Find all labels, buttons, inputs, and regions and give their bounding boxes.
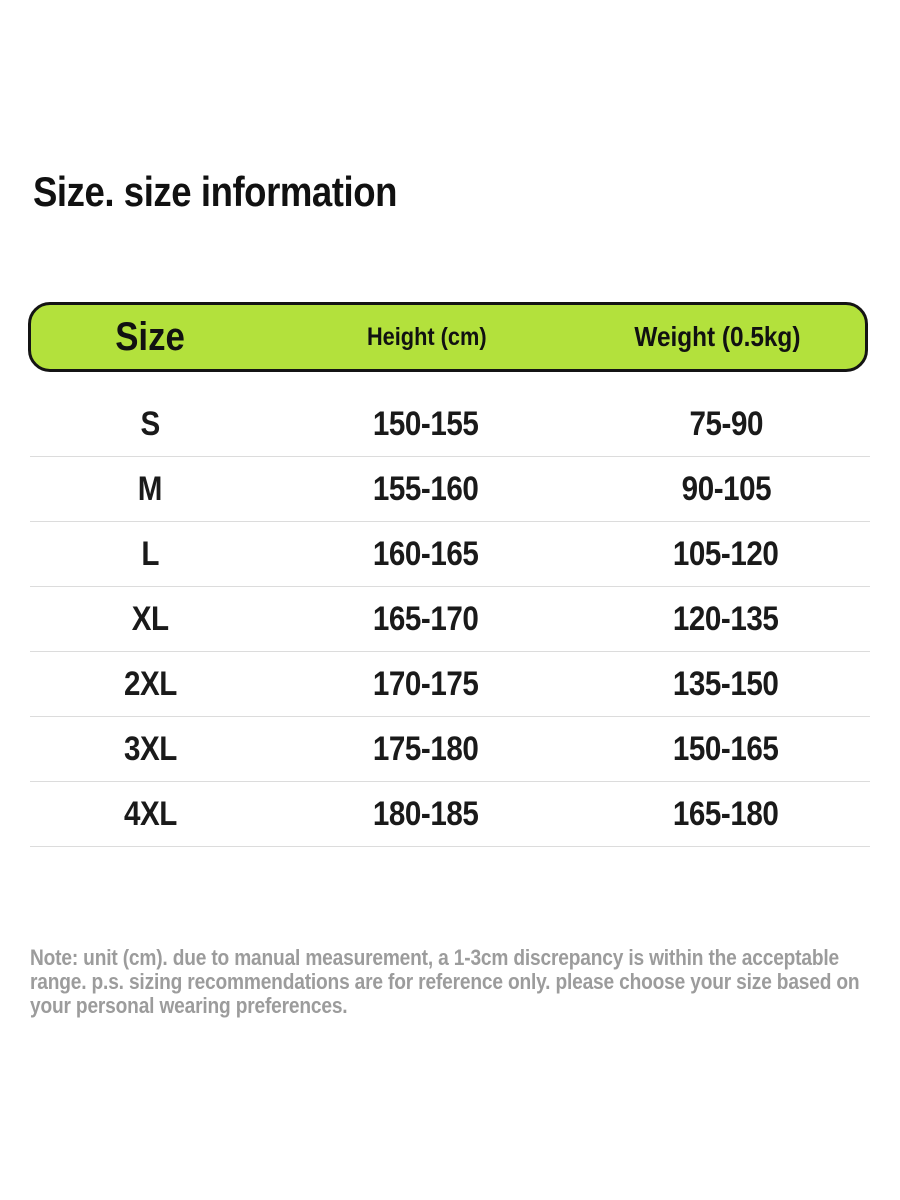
column-header-size-cell: Size [31, 315, 269, 360]
table-row: M 155-160 90-105 [30, 457, 870, 522]
weight-value: 120-135 [673, 599, 779, 638]
weight-cell: 90-105 [582, 457, 870, 521]
table-row: 2XL 170-175 135-150 [30, 652, 870, 717]
height-cell: 155-160 [270, 457, 582, 521]
weight-value: 105-120 [673, 534, 779, 573]
size-value: XL [131, 599, 169, 638]
weight-cell: 150-165 [582, 717, 870, 781]
table-row: 4XL 180-185 165-180 [30, 782, 870, 847]
size-value: 4XL [123, 794, 177, 833]
page-title: Size. size information [33, 168, 398, 215]
height-cell: 165-170 [270, 587, 582, 651]
size-cell: 3XL [30, 717, 270, 781]
column-header-weight: Weight (0.5kg) [633, 321, 801, 352]
table-row: XL 165-170 120-135 [30, 587, 870, 652]
height-value: 170-175 [373, 664, 479, 703]
table-row: 3XL 175-180 150-165 [30, 717, 870, 782]
size-cell: 2XL [30, 652, 270, 716]
weight-value: 150-165 [673, 729, 779, 768]
height-cell: 160-165 [270, 522, 582, 586]
table-header-bar: Size Height (cm) Weight (0.5kg) [28, 302, 868, 372]
weight-value: 90-105 [681, 469, 771, 508]
weight-cell: 120-135 [582, 587, 870, 651]
weight-value: 75-90 [689, 404, 763, 443]
table-row: L 160-165 105-120 [30, 522, 870, 587]
size-value: S [140, 404, 160, 443]
weight-cell: 75-90 [582, 392, 870, 456]
weight-value: 135-150 [673, 664, 779, 703]
height-cell: 150-155 [270, 392, 582, 456]
size-cell: S [30, 392, 270, 456]
weight-cell: 135-150 [582, 652, 870, 716]
height-value: 155-160 [373, 469, 479, 508]
weight-cell: 165-180 [582, 782, 870, 846]
column-header-weight-cell: Weight (0.5kg) [585, 321, 849, 353]
height-value: 150-155 [373, 404, 479, 443]
column-header-size: Size [115, 314, 185, 359]
size-cell: 4XL [30, 782, 270, 846]
size-value: 2XL [123, 664, 177, 703]
size-cell: M [30, 457, 270, 521]
height-cell: 180-185 [270, 782, 582, 846]
weight-cell: 105-120 [582, 522, 870, 586]
size-table-body: S 150-155 75-90 M 155-160 90-105 L 160-1… [30, 392, 870, 847]
size-value: L [141, 534, 159, 573]
size-cell: XL [30, 587, 270, 651]
column-header-height-cell: Height (cm) [269, 323, 585, 352]
note-text: Note: unit (cm). due to manual measureme… [30, 945, 860, 1018]
size-cell: L [30, 522, 270, 586]
column-header-height: Height (cm) [367, 322, 487, 351]
size-value: 3XL [123, 729, 177, 768]
size-value: M [137, 469, 163, 508]
height-value: 175-180 [373, 729, 479, 768]
height-value: 180-185 [373, 794, 479, 833]
table-row: S 150-155 75-90 [30, 392, 870, 457]
height-value: 160-165 [373, 534, 479, 573]
weight-value: 165-180 [673, 794, 779, 833]
height-value: 165-170 [373, 599, 479, 638]
height-cell: 170-175 [270, 652, 582, 716]
height-cell: 175-180 [270, 717, 582, 781]
